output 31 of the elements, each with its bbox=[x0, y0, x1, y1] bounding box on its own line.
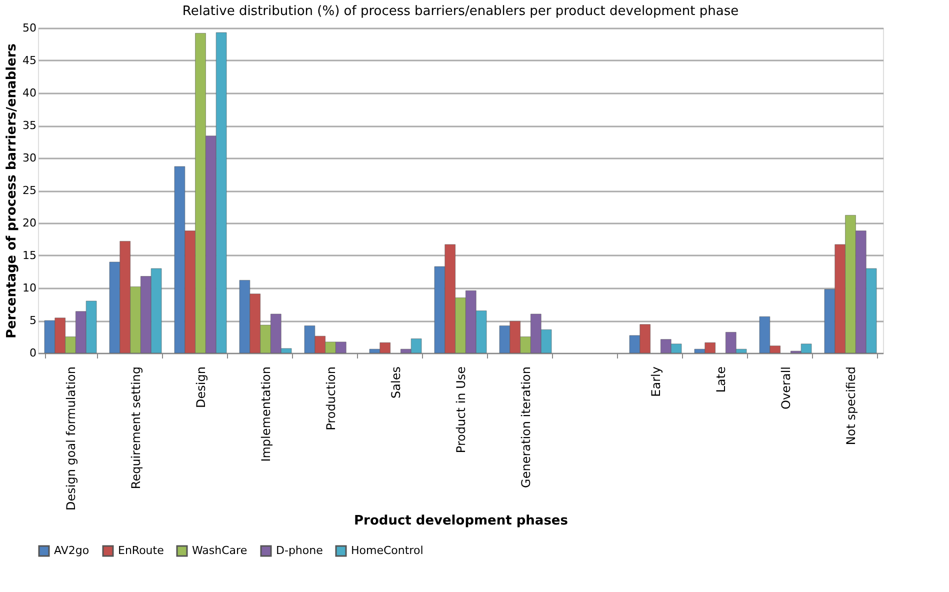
legend-label: HomeControl bbox=[351, 544, 424, 557]
y-tick-label: 5 bbox=[30, 314, 36, 327]
x-tick-label: Production bbox=[324, 366, 338, 430]
x-tick-label: Overall bbox=[779, 366, 793, 410]
y-tick-label: 30 bbox=[22, 152, 36, 164]
x-tick-label: Generation iteration bbox=[519, 366, 533, 488]
legend-label: AV2go bbox=[54, 544, 90, 557]
x-tick-label: Product in Use bbox=[454, 366, 468, 454]
legend-label: D-phone bbox=[276, 544, 324, 557]
x-tick-label: Late bbox=[714, 366, 728, 393]
x-tick-label: Design bbox=[194, 366, 208, 408]
x-tick-label: Early bbox=[649, 366, 663, 397]
x-tick-label: Implementation bbox=[259, 366, 273, 462]
x-tick-label: Not specified bbox=[844, 366, 858, 446]
y-axis-title: Percentage of process barriers/enablers bbox=[4, 43, 20, 339]
y-tick-label: 50 bbox=[22, 22, 36, 34]
y-tick-label: 40 bbox=[22, 86, 36, 100]
legend-label: EnRoute bbox=[118, 544, 164, 557]
y-tick-label: 20 bbox=[22, 216, 36, 230]
y-tick-label: 10 bbox=[22, 282, 36, 294]
x-tick-label: Requirement setting bbox=[129, 366, 143, 490]
chart-title: Relative distribution (%) of process barriers/enablers per product development phase bbox=[182, 4, 739, 19]
legend-label: WashCare bbox=[192, 544, 248, 557]
y-tick-label: 45 bbox=[22, 54, 36, 67]
y-tick-label: 25 bbox=[22, 184, 36, 197]
y-tick-label: 0 bbox=[30, 346, 36, 360]
y-tick-label: 15 bbox=[22, 249, 36, 262]
x-tick-label: Design goal formulation bbox=[64, 366, 78, 510]
x-axis-title: Product development phases bbox=[354, 513, 568, 528]
x-tick-label: Sales bbox=[389, 366, 403, 398]
y-tick-label: 35 bbox=[22, 119, 36, 132]
